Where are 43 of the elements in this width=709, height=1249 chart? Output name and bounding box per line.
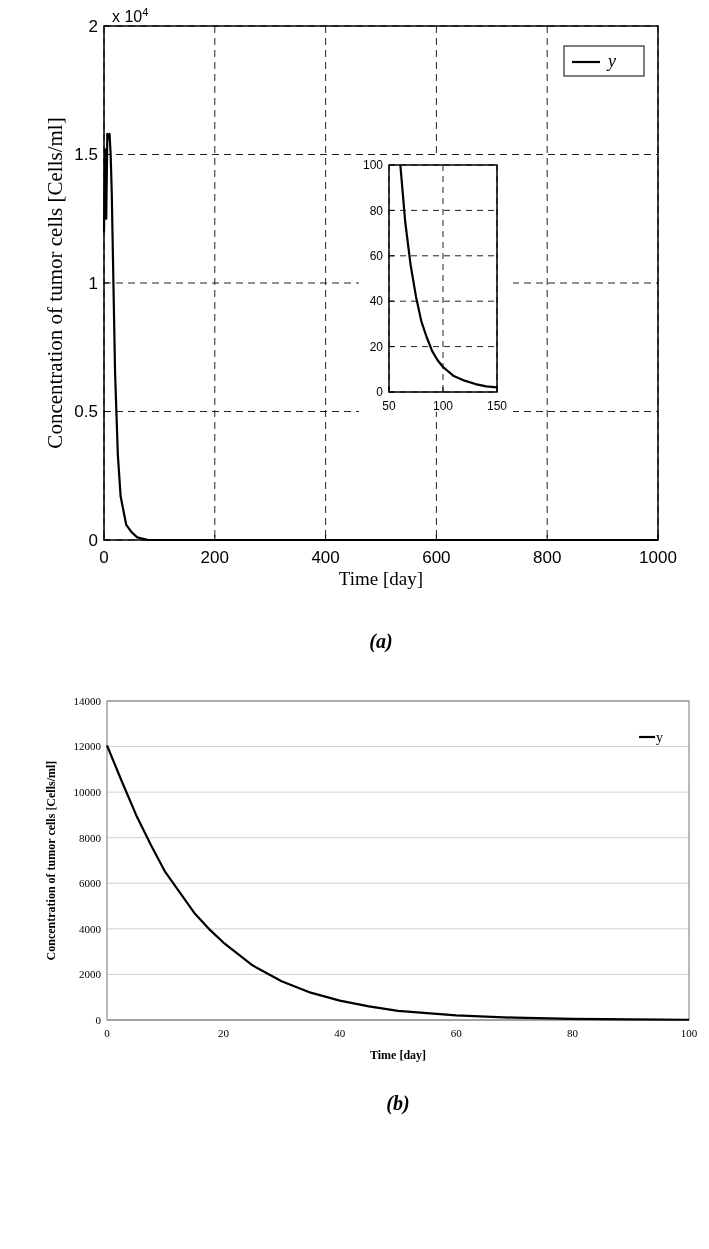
text: (a)	[369, 630, 393, 653]
y-tick-label: 2	[88, 16, 98, 36]
y-tick-label: 14000	[73, 694, 102, 707]
y-tick-label: 0	[88, 530, 98, 550]
y-tick-label: 1.5	[74, 145, 98, 165]
x-tick-label: 100	[432, 399, 454, 413]
text: (b)	[386, 1092, 410, 1115]
line-series	[105, 744, 691, 1021]
x-tick-label: 50	[382, 399, 396, 413]
x-tick-label: 0	[104, 1027, 111, 1039]
y-tick-label: 40	[369, 294, 384, 309]
y-tick-label: 0.5	[74, 402, 98, 422]
y-tick-label: 60	[369, 249, 384, 263]
y-tick-label: 20	[369, 339, 384, 354]
y-tick-label: 8000	[79, 831, 102, 844]
y-tick-label: 2000	[79, 968, 102, 981]
y-tick-label: 6000	[79, 877, 102, 890]
y-tick-label: 100	[362, 158, 384, 173]
x-tick-label: 200	[200, 548, 229, 567]
legend-label: y	[606, 51, 616, 71]
x-tick-label: 20	[217, 1027, 230, 1039]
x-tick-label: 600	[422, 548, 451, 567]
x-tick-label: 80	[567, 1027, 579, 1039]
y-tick-label: 0	[376, 385, 384, 400]
y-tick-label: 4000	[79, 922, 102, 935]
x-tick-label: 150	[486, 399, 508, 413]
y-tick-label: 10000	[73, 785, 102, 798]
y-axis-title: Concentration of tumor cells [Cells/ml]	[43, 117, 67, 449]
text: x 10$^{4}$	[112, 6, 149, 25]
legend-label: y	[656, 730, 663, 745]
y-tick-label: 1	[88, 273, 98, 293]
y-tick-label: 0	[95, 1013, 102, 1026]
x-tick-label: 800	[533, 548, 562, 567]
x-tick-label: 60	[450, 1027, 463, 1039]
x-tick-label: 1000	[639, 548, 677, 567]
y-axis-title: Concentration of tumor cells [Cells/ml]	[44, 760, 58, 961]
y-tick-label: 12000	[73, 740, 102, 753]
x-tick-label: 100	[680, 1027, 698, 1039]
x-tick-label: 40	[334, 1027, 346, 1039]
y-tick-label: 80	[369, 203, 384, 218]
x-tick-label: 400	[311, 548, 340, 567]
x-axis-title: Time [day]	[369, 1048, 427, 1062]
x-axis-title: Time [day]	[338, 568, 424, 589]
